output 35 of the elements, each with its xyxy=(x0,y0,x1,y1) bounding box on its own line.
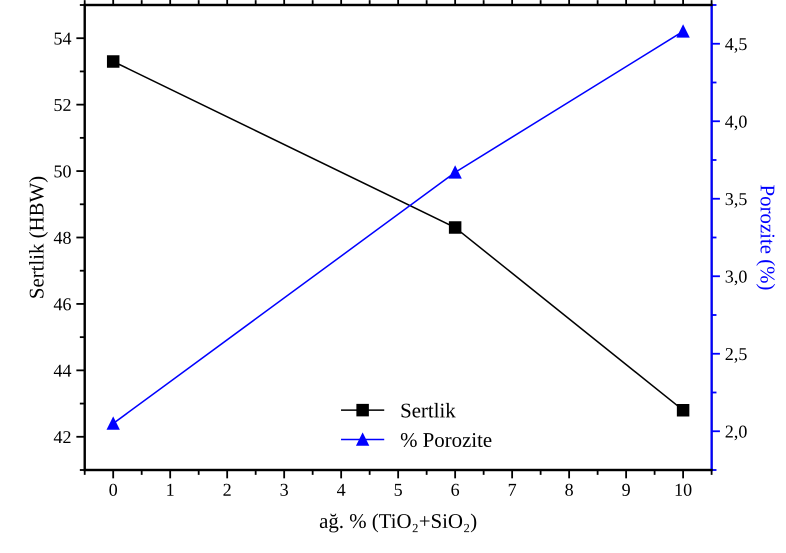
x-tick-label: 5 xyxy=(394,484,402,496)
x-tick-label: 3 xyxy=(280,484,288,496)
point xyxy=(448,166,462,179)
x-axis-title: ağ. % (TiO₂+SiO₂) xyxy=(320,513,476,532)
y2-axis-title: Porozite (%) xyxy=(756,185,776,290)
point xyxy=(106,417,120,430)
x-tick-label: 1 xyxy=(167,484,174,496)
legend-label: Sertlik xyxy=(402,402,456,418)
y2-tick-label: 4,0 xyxy=(725,116,747,130)
y2-tick-label: 4,5 xyxy=(725,38,747,53)
y2-tick-label: 2,5 xyxy=(726,348,747,363)
point xyxy=(106,55,120,68)
y-tick-label: 52 xyxy=(54,98,71,112)
y-tick-label: 48 xyxy=(54,232,71,244)
y-tick-label: 44 xyxy=(54,364,72,377)
y-tick-label: 46 xyxy=(54,298,71,310)
point xyxy=(448,221,462,234)
y-tick-label: 50 xyxy=(54,165,71,178)
legend-label: % Porozite xyxy=(400,432,492,448)
x-tick-label: 6 xyxy=(451,484,460,496)
x-tick-label: 8 xyxy=(565,484,573,496)
y-tick-label: 42 xyxy=(54,431,71,444)
x-tick-label: 4 xyxy=(337,484,346,496)
x-tick-label: 7 xyxy=(508,484,516,496)
x-tick-label: 2 xyxy=(223,484,231,496)
point xyxy=(676,25,690,38)
y2-tick-label: 3,0 xyxy=(726,270,747,286)
y2-tick-label: 3,5 xyxy=(726,193,747,208)
x-tick-label: 9 xyxy=(622,484,630,496)
y-axis-title: Sertlik (HBW) xyxy=(29,176,48,298)
point xyxy=(676,404,690,416)
y-tick-label: 54 xyxy=(54,32,72,45)
x-tick-label: 0 xyxy=(109,484,118,496)
x-tick-label: 10 xyxy=(676,484,692,496)
y2-tick-label: 2,0 xyxy=(726,426,747,440)
